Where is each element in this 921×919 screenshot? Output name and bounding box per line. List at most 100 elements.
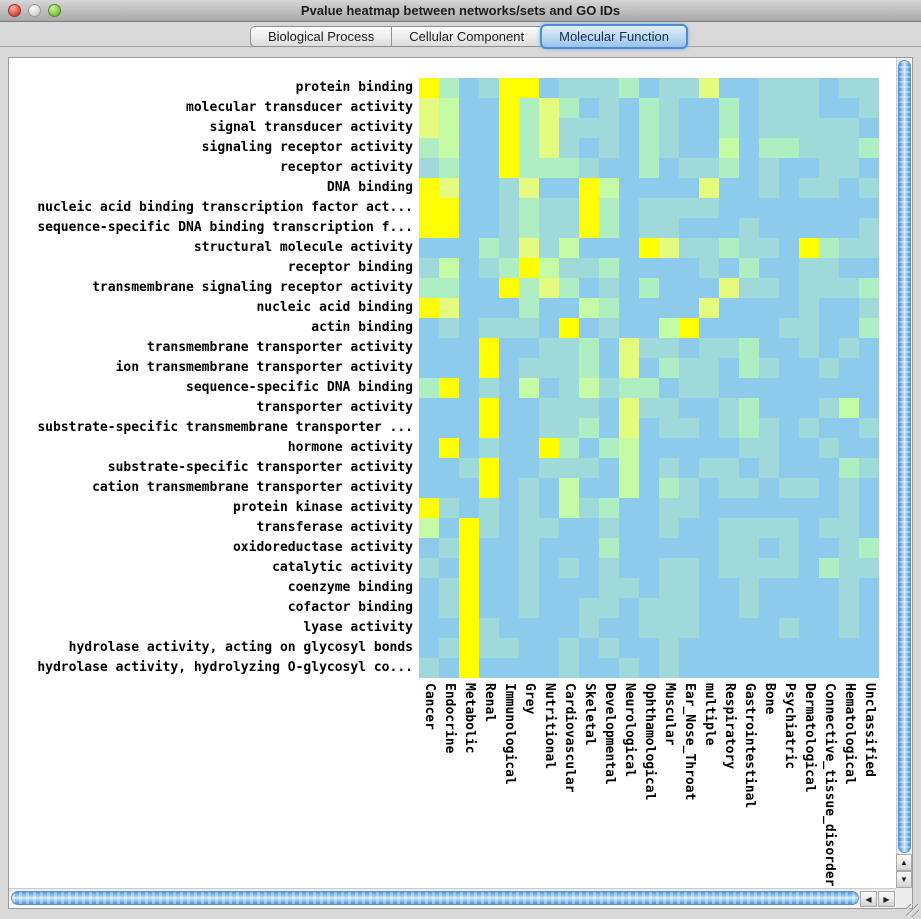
heatmap-cell[interactable] (839, 78, 859, 98)
heatmap-cell[interactable] (419, 518, 439, 538)
heatmap-cell[interactable] (699, 498, 719, 518)
heatmap-cell[interactable] (779, 478, 799, 498)
heatmap-cell[interactable] (619, 538, 639, 558)
heatmap-cell[interactable] (599, 398, 619, 418)
heatmap-cell[interactable] (719, 638, 739, 658)
heatmap-cell[interactable] (679, 118, 699, 138)
heatmap-cell[interactable] (559, 558, 579, 578)
scroll-up-button[interactable]: ▲ (896, 854, 912, 871)
heatmap-cell[interactable] (759, 518, 779, 538)
heatmap-cell[interactable] (599, 578, 619, 598)
heatmap-cell[interactable] (839, 478, 859, 498)
heatmap-cell[interactable] (859, 118, 879, 138)
heatmap-cell[interactable] (759, 658, 779, 678)
heatmap-cell[interactable] (819, 378, 839, 398)
heatmap-cell[interactable] (459, 298, 479, 318)
heatmap-cell[interactable] (419, 78, 439, 98)
heatmap-cell[interactable] (559, 358, 579, 378)
heatmap-cell[interactable] (459, 458, 479, 478)
heatmap-cell[interactable] (719, 618, 739, 638)
heatmap-cell[interactable] (499, 218, 519, 238)
heatmap-cell[interactable] (519, 458, 539, 478)
heatmap-cell[interactable] (499, 238, 519, 258)
heatmap-cell[interactable] (839, 558, 859, 578)
heatmap-cell[interactable] (499, 418, 519, 438)
heatmap-cell[interactable] (619, 198, 639, 218)
heatmap-cell[interactable] (839, 158, 859, 178)
heatmap-cell[interactable] (739, 498, 759, 518)
heatmap-cell[interactable] (739, 618, 759, 638)
heatmap-cell[interactable] (839, 218, 859, 238)
heatmap-cell[interactable] (499, 518, 519, 538)
heatmap-cell[interactable] (819, 398, 839, 418)
heatmap-cell[interactable] (839, 638, 859, 658)
heatmap-cell[interactable] (719, 518, 739, 538)
heatmap-cell[interactable] (719, 478, 739, 498)
heatmap-cell[interactable] (779, 178, 799, 198)
heatmap-cell[interactable] (759, 338, 779, 358)
heatmap-cell[interactable] (839, 358, 859, 378)
heatmap-cell[interactable] (759, 178, 779, 198)
heatmap-cell[interactable] (559, 518, 579, 538)
heatmap-cell[interactable] (659, 278, 679, 298)
heatmap-cell[interactable] (759, 258, 779, 278)
heatmap-cell[interactable] (639, 498, 659, 518)
heatmap-cell[interactable] (739, 598, 759, 618)
heatmap-cell[interactable] (799, 318, 819, 338)
heatmap-cell[interactable] (499, 558, 519, 578)
heatmap-cell[interactable] (419, 238, 439, 258)
heatmap-cell[interactable] (519, 98, 539, 118)
heatmap-cell[interactable] (759, 318, 779, 338)
heatmap-cell[interactable] (739, 298, 759, 318)
heatmap-cell[interactable] (599, 638, 619, 658)
heatmap-cell[interactable] (599, 78, 619, 98)
heatmap-cell[interactable] (579, 418, 599, 438)
heatmap-cell[interactable] (599, 238, 619, 258)
heatmap-cell[interactable] (439, 178, 459, 198)
heatmap-cell[interactable] (579, 198, 599, 218)
heatmap-cell[interactable] (679, 98, 699, 118)
heatmap-cell[interactable] (519, 498, 539, 518)
heatmap-cell[interactable] (419, 118, 439, 138)
heatmap-cell[interactable] (559, 498, 579, 518)
heatmap-cell[interactable] (479, 178, 499, 198)
heatmap-cell[interactable] (719, 238, 739, 258)
heatmap-cell[interactable] (459, 258, 479, 278)
heatmap-cell[interactable] (479, 578, 499, 598)
heatmap-cell[interactable] (619, 578, 639, 598)
heatmap-cell[interactable] (439, 298, 459, 318)
heatmap-cell[interactable] (779, 458, 799, 478)
heatmap-cell[interactable] (679, 498, 699, 518)
heatmap-cell[interactable] (679, 458, 699, 478)
heatmap-cell[interactable] (819, 658, 839, 678)
heatmap-cell[interactable] (859, 518, 879, 538)
heatmap-cell[interactable] (699, 318, 719, 338)
heatmap-cell[interactable] (559, 318, 579, 338)
heatmap-cell[interactable] (759, 138, 779, 158)
heatmap-cell[interactable] (639, 378, 659, 398)
heatmap-cell[interactable] (779, 78, 799, 98)
heatmap-cell[interactable] (539, 298, 559, 318)
heatmap-cell[interactable] (659, 658, 679, 678)
heatmap-cell[interactable] (779, 238, 799, 258)
heatmap-cell[interactable] (639, 258, 659, 278)
heatmap-cell[interactable] (779, 138, 799, 158)
heatmap-cell[interactable] (459, 498, 479, 518)
heatmap-cell[interactable] (819, 558, 839, 578)
heatmap-cell[interactable] (559, 178, 579, 198)
heatmap-cell[interactable] (599, 358, 619, 378)
heatmap-cell[interactable] (619, 638, 639, 658)
heatmap-cell[interactable] (619, 398, 639, 418)
heatmap-cell[interactable] (439, 78, 459, 98)
heatmap-cell[interactable] (519, 238, 539, 258)
heatmap-cell[interactable] (819, 178, 839, 198)
heatmap-cell[interactable] (459, 138, 479, 158)
heatmap-cell[interactable] (559, 438, 579, 458)
heatmap-cell[interactable] (759, 498, 779, 518)
heatmap-cell[interactable] (579, 638, 599, 658)
heatmap-cell[interactable] (799, 618, 819, 638)
heatmap-cell[interactable] (479, 118, 499, 138)
heatmap-cell[interactable] (639, 218, 659, 238)
heatmap-cell[interactable] (439, 138, 459, 158)
scroll-down-button[interactable]: ▼ (896, 871, 912, 888)
